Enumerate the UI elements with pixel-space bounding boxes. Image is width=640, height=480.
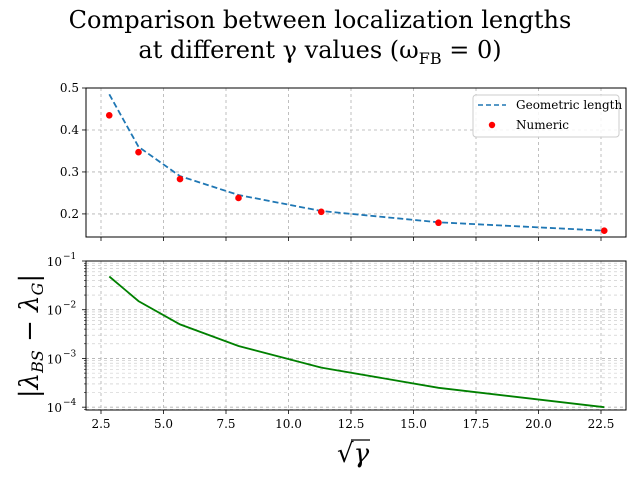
- bottom-x-tick-label: 20.0: [525, 417, 552, 431]
- top-axes-frame: [85, 87, 627, 238]
- y-axis-label: |λBS − λG|: [15, 274, 47, 398]
- numeric-point: [235, 194, 242, 202]
- bottom-series-group: [108, 275, 605, 409]
- top-y-tick-label: 0.5: [60, 81, 79, 95]
- bottom-x-tick-label: 22.5: [588, 417, 615, 431]
- chart-title-line2-subscript: FB: [419, 49, 442, 68]
- bottom-y-tick-label: 10: [47, 401, 62, 415]
- legend-geometric-label: Geometric length: [516, 98, 622, 112]
- legend: Geometric length Numeric: [472, 94, 622, 138]
- legend-numeric-swatch: [488, 121, 496, 129]
- legend-box: [472, 94, 620, 138]
- chart-title-line2-end: = 0): [442, 36, 502, 64]
- bottom-y-tick-label: 10: [47, 304, 62, 318]
- bottom-x-tick-label: 10.0: [275, 417, 302, 431]
- numeric-point: [435, 219, 442, 227]
- legend-numeric-label: Numeric: [516, 118, 569, 132]
- bottom-x-tick-label: 12.5: [338, 417, 365, 431]
- bottom-panel: 2.5 5.0 7.5 10.0 12.5 15.0 17.5 20.0 22.510 −410−…: [47, 252, 627, 431]
- numeric-point: [135, 148, 142, 156]
- bottom-x-tick-label: 7.5: [216, 417, 235, 431]
- chart-title-line2: at different γ values (ωFB = 0): [138, 36, 501, 68]
- numeric-point: [176, 175, 184, 183]
- bottom-y-tick-exponent: −2: [63, 301, 76, 311]
- bottom-x-tick-label: 2.5: [91, 417, 110, 431]
- top-y-tick-label: 0.4: [60, 123, 79, 137]
- top-y-tick-label: 0.2: [60, 207, 79, 221]
- bottom-x-tick-label: 15.0: [400, 417, 427, 431]
- bottom-y-tick-label: 10: [47, 352, 62, 366]
- top-y-tick-label: 0.3: [60, 165, 79, 179]
- top-panel: 0.2 0.3 0.4 0.5 Geometric length Numeric: [60, 81, 627, 241]
- numeric-point: [317, 208, 325, 216]
- numeric-point: [105, 111, 113, 119]
- bottom-y-tick-exponent: −4: [63, 398, 77, 408]
- bottom-x-tick-label: 17.5: [463, 417, 490, 431]
- top-series-group: [105, 93, 608, 235]
- difference-line: [108, 275, 605, 409]
- bottom-x-tick-label: 5.0: [154, 417, 173, 431]
- chart-title-line2-main: at different γ values (ω: [138, 36, 418, 64]
- x-axis-label: √γ: [337, 439, 370, 469]
- x-axis-label-text: √γ: [337, 439, 370, 469]
- top-axis-ticks: 0.2 0.3 0.4 0.5: [60, 81, 602, 241]
- numeric-point: [600, 227, 608, 235]
- bottom-y-tick-label: 10: [47, 255, 62, 269]
- chart-title-line1: Comparison between localization lengths: [69, 6, 572, 34]
- bottom-gridlines: [86, 260, 626, 410]
- bottom-y-tick-exponent: −1: [63, 252, 76, 262]
- bottom-axis-ticks: 2.5 5.0 7.5 10.0 12.5 15.0 17.5 20.0 22.510 −410−…: [47, 252, 615, 431]
- bottom-y-tick-exponent: −3: [63, 349, 77, 359]
- y-axis-label-text: |λBS − λG|: [15, 274, 47, 398]
